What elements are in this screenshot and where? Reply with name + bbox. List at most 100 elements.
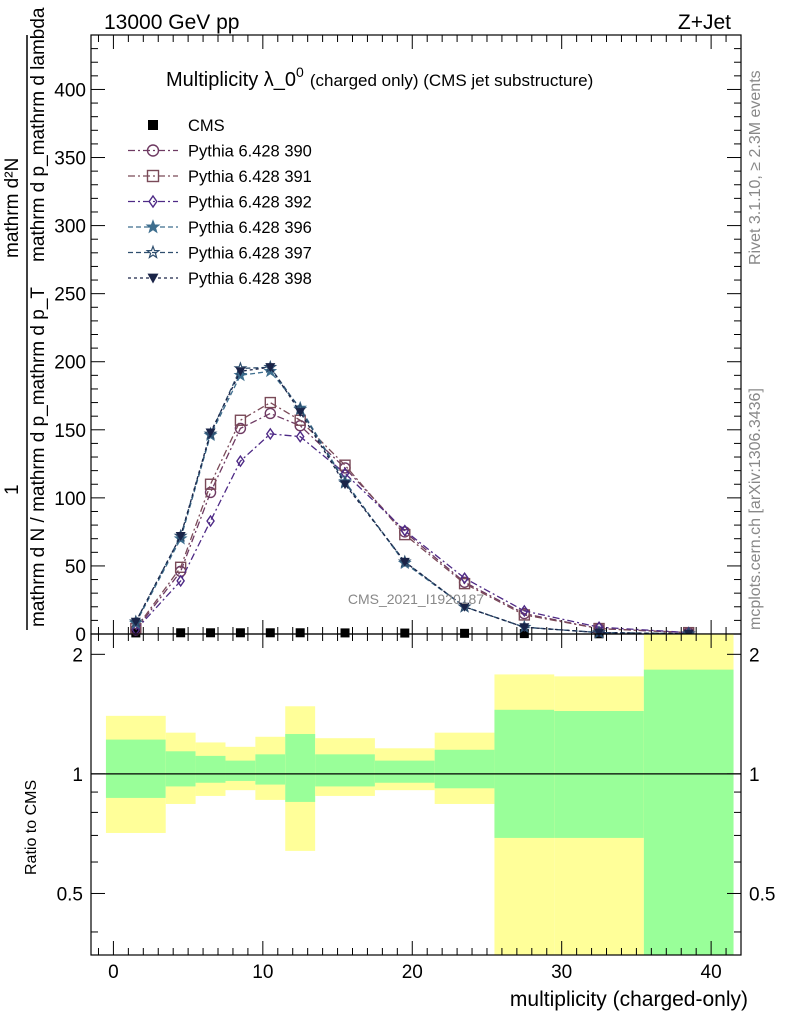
data-point [265,628,275,638]
ratio-axis-ticks: 0.5 0.51 12 20 10 20 30 40 [57,634,775,983]
data-point [205,428,216,438]
uncertainty-band-green [195,755,226,783]
rivet-version-label: Rivet 3.1.10, ≥ 2.3M events [747,70,764,265]
y-tick-label: 0 [75,625,86,646]
data-point [295,628,305,638]
chart-title-rest: (charged only) (CMS jet substructure) [310,71,593,90]
data-point [460,571,469,585]
data-point [265,427,275,441]
ratio-xlabel: multiplicity (charged-only) [510,988,748,1011]
y-tick-label: 150 [54,421,86,442]
series-line [135,366,689,635]
data-point [235,367,246,377]
x-tick-label: 40 [701,962,722,983]
ratio-ylabel: Ratio to CMS [23,780,40,875]
uncertainty-band-green [285,734,316,802]
chart-title-superscript: 0 [296,64,304,80]
main-ylabel-3: mathrm d²N [2,158,23,258]
data-point [400,628,410,638]
x-tick-label: 20 [402,962,423,983]
data-point [176,574,186,588]
series-line [135,401,689,634]
y-tick-label: 50 [65,557,86,578]
data-point [519,623,530,633]
main-ylabel: 1 mathrm d N / mathrm d p_mathrm d p_T m… [2,7,49,630]
data-point [400,524,410,537]
data-point [130,617,141,627]
series-line [135,366,689,635]
main-axis-ticks: 0 50 100 150 200 250 300 350 400 [54,34,742,646]
legend-label: Pythia 6.428 397 [188,245,312,263]
header-right: Z+Jet [678,11,731,34]
data-point [264,396,277,409]
x-tick-label: 0 [108,962,119,983]
legend-label: Pythia 6.428 390 [188,143,312,161]
uncertainty-band-green [315,754,375,787]
series-line [135,433,689,634]
legend-label: CMS [188,117,225,135]
data-point [235,628,245,638]
uncertainty-band-green [165,751,196,787]
data-point [145,244,161,259]
data-point [147,273,159,284]
ratio-y-tick-label: 2 [72,645,83,666]
mcplots-label: mcplots.cern.ch [arXiv:1306.3436] [747,388,764,630]
ratio-plot-frame [90,633,742,956]
data-point [174,561,187,573]
uncertainty-band-green [374,760,435,783]
uncertainty-band-green [643,669,734,955]
data-point [340,480,351,490]
data-point [234,422,247,435]
data-point [295,430,305,443]
ratio-bands [91,634,741,955]
data-point [518,609,531,621]
uncertainty-band-green [255,754,286,785]
ratio-y-tick-label: 0.5 [57,884,83,905]
ratio-y-tick-label-right: 1 [749,765,760,786]
ratio-y-tick-label-right: 0.5 [749,884,775,905]
y-tick-label: 300 [54,217,86,238]
data-point [265,363,276,373]
series-pythia-6-428-398 [130,363,694,639]
ratio-y-tick-label: 1 [72,765,83,786]
uncertainty-band-green [105,739,166,798]
legend-label: Pythia 6.428 392 [188,194,312,212]
data-point [131,623,141,637]
x-tick-label: 30 [551,962,572,983]
data-point [594,628,605,638]
x-tick-label: 10 [252,962,273,983]
ratio-y-tick-label-right: 2 [749,645,760,666]
data-point [146,169,160,183]
y-tick-label: 250 [54,285,86,306]
data-point [206,514,215,528]
data-point [204,478,217,490]
chart-title-main: Multiplicity λ_0 [166,69,296,91]
y-tick-label: 400 [54,80,86,101]
header-left: 13000 GeV pp [104,11,239,34]
data-point [339,459,351,471]
data-point [176,628,186,638]
data-point [519,604,529,618]
uncertainty-band-green [225,760,256,781]
data-point [206,628,216,638]
analysis-watermark: CMS_2021_I1920187 [348,591,484,607]
data-point [146,144,160,157]
legend-label: Pythia 6.428 398 [188,270,312,288]
data-point [458,577,471,590]
y-tick-label: 100 [54,489,86,510]
main-ylabel-1: 1 [2,484,23,495]
data-point [148,120,158,130]
data-point [264,407,277,420]
legend: CMS Pythia 6.428 390 Pythia 6.428 391 Pythi… [128,117,312,288]
uncertainty-band-green [434,749,495,789]
data-point [148,194,158,209]
data-point [340,628,350,638]
data-point [399,557,410,567]
data-point [175,531,186,541]
legend-label: Pythia 6.428 391 [188,168,312,186]
data-point [236,454,245,468]
data-point [234,414,247,426]
main-ylabel-2: mathrm d N / mathrm d p_mathrm d p_T [28,287,49,627]
data-point [204,486,217,499]
